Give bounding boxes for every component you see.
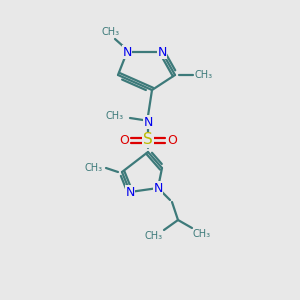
Text: O: O	[167, 134, 177, 146]
Text: N: N	[143, 116, 153, 128]
Text: N: N	[122, 46, 132, 59]
Text: N: N	[153, 182, 163, 194]
Text: CH₃: CH₃	[85, 163, 103, 173]
Text: S: S	[143, 133, 153, 148]
Text: CH₃: CH₃	[193, 229, 211, 239]
Text: CH₃: CH₃	[102, 27, 120, 37]
Text: O: O	[119, 134, 129, 146]
Text: N: N	[125, 185, 135, 199]
Text: N: N	[157, 46, 167, 59]
Text: CH₃: CH₃	[145, 231, 163, 241]
Text: CH₃: CH₃	[106, 111, 124, 121]
Text: CH₃: CH₃	[195, 70, 213, 80]
